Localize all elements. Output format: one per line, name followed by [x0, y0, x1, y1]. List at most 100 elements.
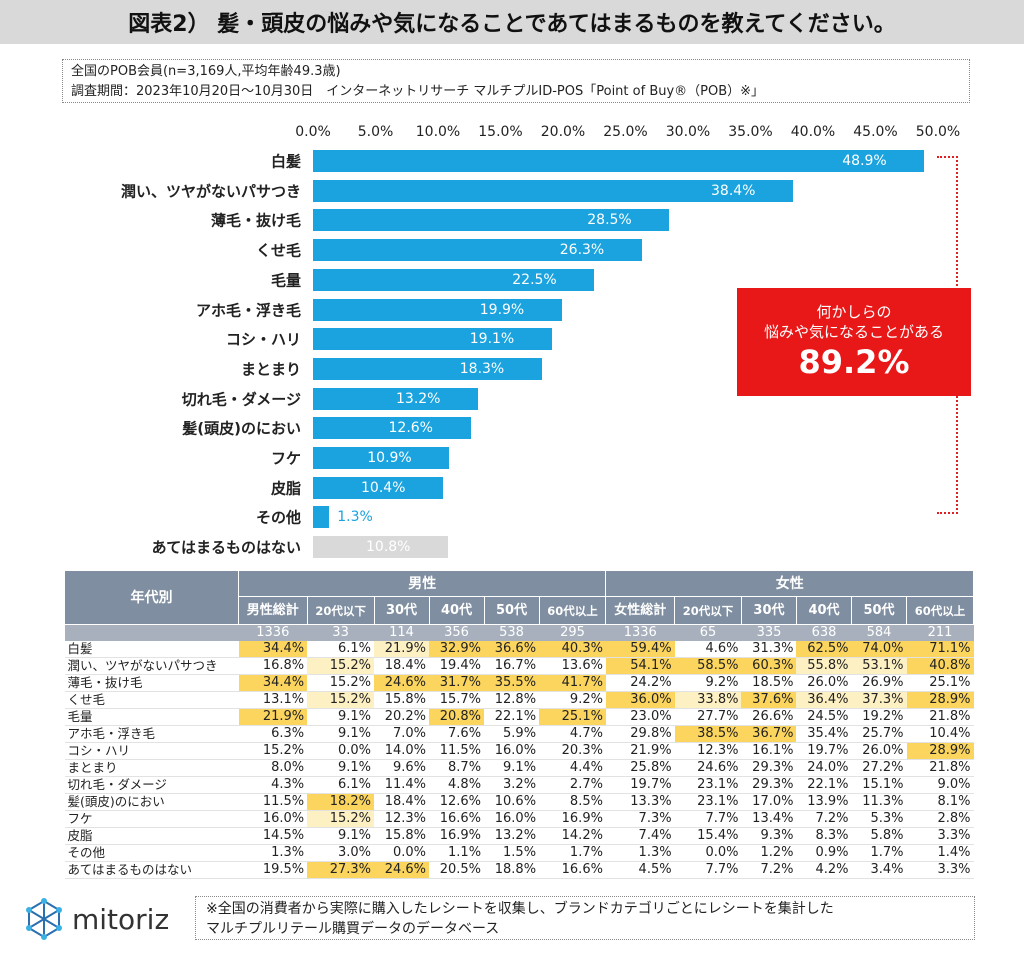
table-cell: 2.7% [539, 776, 606, 794]
table-cell: 40.3% [539, 641, 606, 658]
row-label: 白髪 [64, 641, 239, 658]
column-header: 60代以上 [538, 596, 607, 625]
table-cell: 10.6% [484, 793, 540, 811]
table-cell: 24.6% [374, 674, 430, 692]
bar-value-label: 10.4% [361, 479, 406, 496]
table-cell: 25.7% [851, 725, 907, 743]
table-cell: 15.2% [307, 674, 375, 692]
bar-value-label: 28.5% [587, 212, 632, 229]
table-cell: 24.2% [605, 674, 675, 692]
callout-line-2: 悩みや気になることがある [763, 323, 944, 341]
sample-size-cell: 33 [307, 624, 375, 641]
row-label: 皮脂 [64, 827, 239, 845]
table-cell: 37.3% [851, 691, 907, 709]
table-cell: 27.3% [307, 861, 375, 879]
table-cell: 21.9% [374, 641, 430, 658]
table-cell: 8.3% [796, 827, 852, 845]
table-cell: 1.7% [539, 844, 606, 862]
row-label: アホ毛・浮き毛 [64, 725, 239, 743]
table-cell: 9.1% [307, 725, 375, 743]
table-cell: 71.1% [906, 641, 974, 658]
category-label: コシ・ハリ [225, 330, 301, 349]
category-label: フケ [270, 449, 301, 468]
sample-size-cell: 211 [906, 624, 974, 641]
table-cell: 23.1% [674, 793, 742, 811]
table-cell: 13.6% [539, 657, 606, 675]
bar-value-label: 13.2% [396, 390, 441, 407]
table-cell: 6.1% [307, 641, 375, 658]
table-cell: 7.6% [429, 725, 485, 743]
table-cell: 15.8% [374, 691, 430, 709]
table-cell: 24.6% [674, 759, 742, 777]
table-cell: 8.0% [238, 759, 308, 777]
footnote-box: ※全国の消費者から実際に購入したレシートを収集し、ブランドカテゴリごとにレシート… [195, 896, 975, 940]
table-cell: 32.9% [429, 641, 485, 658]
table-cell: 16.0% [238, 810, 308, 828]
category-label: くせ毛 [255, 241, 301, 260]
table-row: アホ毛・浮き毛 6.3% 9.1% 7.0% 7.6% 5.9% 4.7% 29.8% 38.5… [64, 725, 974, 743]
table-cell: 16.0% [484, 810, 540, 828]
bar [313, 417, 471, 440]
table-cell: 4.8% [429, 776, 485, 794]
group-header-female: 女性 [605, 570, 974, 597]
source-line-1: 全国のPOB会員(n=3,169人,平均年齢49.3歳) [71, 64, 341, 79]
table-cell: 23.1% [674, 776, 742, 794]
table-cell: 16.0% [484, 742, 540, 760]
table-row: 髪(頭皮)のにおい 11.5% 18.2% 18.4% 12.6% 10.6% 8.5% 13… [64, 793, 974, 811]
bar [313, 150, 925, 172]
row-label: 潤い、ツヤがないパサつき [64, 657, 239, 675]
table-cell: 4.5% [605, 861, 675, 879]
row-label: まとまり [64, 759, 239, 777]
table-cell: 16.7% [484, 657, 540, 675]
table-cell: 9.3% [741, 827, 797, 845]
row-label: あてはまるものはない [64, 861, 239, 879]
bar-value-label: 22.5% [512, 271, 557, 288]
table-cell: 25.1% [539, 708, 606, 726]
table-cell: 18.4% [374, 657, 430, 675]
table-cell: 35.4% [796, 725, 852, 743]
table-cell: 16.6% [429, 810, 485, 828]
table-cell: 0.0% [374, 844, 430, 862]
table-cell: 12.3% [374, 810, 430, 828]
table-cell: 36.4% [796, 691, 852, 709]
table-cell: 16.6% [539, 861, 606, 879]
x-tick-label: 10.0% [415, 124, 461, 140]
table-cell: 11.3% [851, 793, 907, 811]
table-cell: 31.3% [741, 641, 797, 658]
table-cell: 26.0% [796, 674, 852, 692]
table-cell: 2.8% [906, 810, 974, 828]
table-cell: 18.2% [307, 793, 375, 811]
sample-size-cell: 335 [741, 624, 797, 641]
table-cell: 40.8% [906, 657, 974, 675]
table-cell: 9.0% [906, 776, 974, 794]
table-cell: 0.0% [674, 844, 742, 862]
table-cell: 9.1% [307, 827, 375, 845]
page-title: 図表2） 髪・頭皮の悩みや気になることであてはまるものを教えてください。 [0, 0, 1024, 44]
table-cell: 27.2% [851, 759, 907, 777]
category-label: 髪(頭皮)のにおい [182, 419, 301, 438]
table-cell: 15.1% [851, 776, 907, 794]
table-cell: 25.1% [906, 674, 974, 692]
sample-size-cell: 114 [374, 624, 430, 641]
table-cell: 15.2% [238, 742, 308, 760]
table-cell: 3.4% [851, 861, 907, 879]
table-cell: 8.1% [906, 793, 974, 811]
row-label: 切れ毛・ダメージ [64, 776, 239, 794]
table-cell: 55.8% [796, 657, 852, 675]
table-cell: 41.7% [539, 674, 606, 692]
table-cell: 74.0% [851, 641, 907, 658]
table-cell: 11.4% [374, 776, 430, 794]
table-cell: 3.3% [906, 827, 974, 845]
bar [313, 209, 670, 232]
table-cell: 13.9% [796, 793, 852, 811]
table-cell: 18.8% [484, 861, 540, 879]
column-header: 50代 [850, 596, 908, 625]
callout-value: 89.2% [798, 343, 910, 381]
table-cell: 21.8% [906, 708, 974, 726]
n-row-label [64, 624, 239, 641]
table-cell: 21.9% [238, 708, 308, 726]
sample-size-cell: 638 [796, 624, 852, 641]
column-header: 60代以上 [906, 596, 974, 625]
table-cell: 58.5% [674, 657, 742, 675]
table-cell: 34.4% [238, 641, 308, 658]
